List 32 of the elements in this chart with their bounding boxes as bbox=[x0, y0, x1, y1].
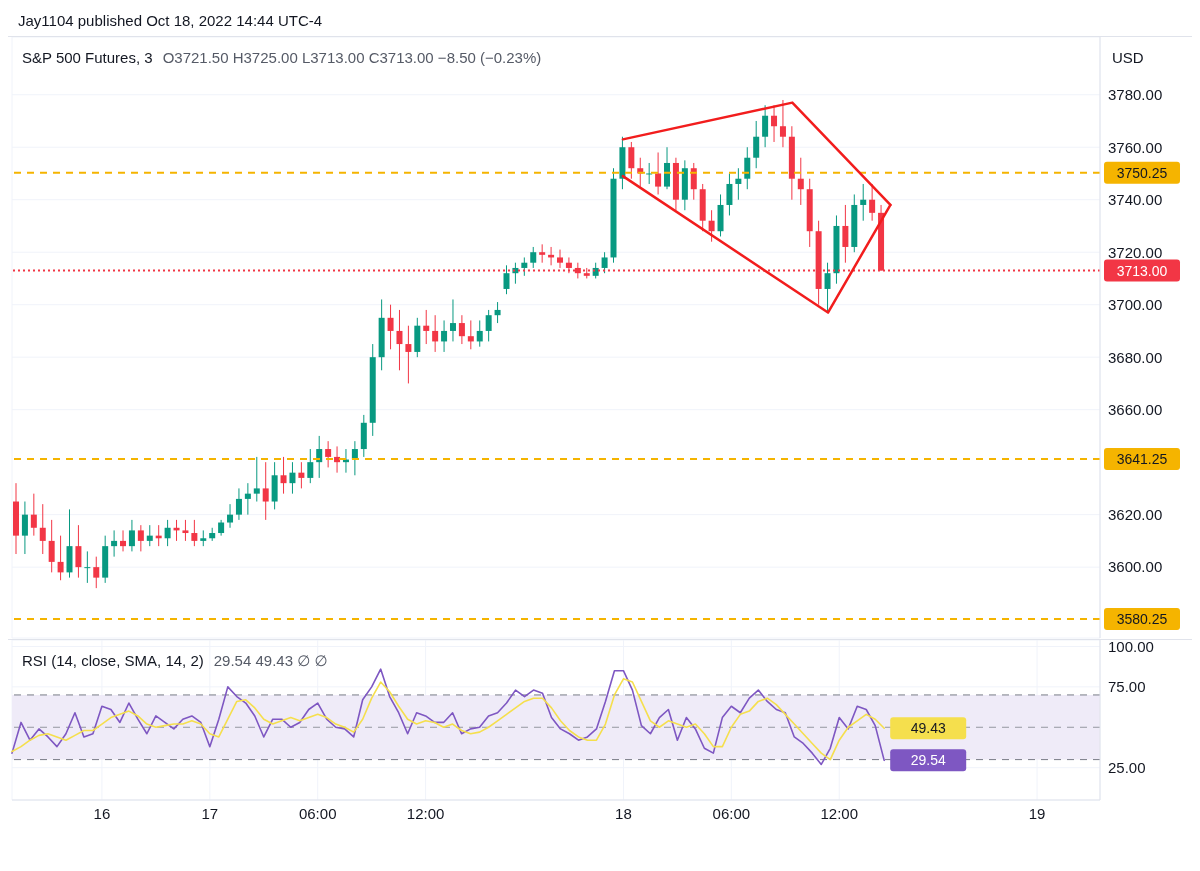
data-label: 49.43 bbox=[910, 720, 946, 737]
x-tick-label: 12:00 bbox=[406, 804, 445, 822]
ref-line-label: 3713.00 bbox=[1116, 262, 1168, 279]
y-tick-label: 100.00 bbox=[1108, 637, 1154, 655]
ref-line-label: 3580.25 bbox=[1116, 610, 1168, 627]
y-tick-label: 75.00 bbox=[1108, 678, 1146, 696]
x-tick-label: 12:00 bbox=[820, 804, 859, 822]
y-tick-label: 3760.00 bbox=[1108, 138, 1163, 156]
y-axis-title: USD bbox=[1112, 49, 1144, 66]
text: RSI (14, close, SMA, 14, 2) bbox=[22, 652, 204, 669]
y-tick-label: 3780.00 bbox=[1108, 86, 1163, 104]
x-tick-label: 06:00 bbox=[712, 804, 751, 822]
x-tick-label: 06:00 bbox=[298, 804, 337, 822]
y-tick-label: 3600.00 bbox=[1108, 558, 1163, 576]
y-tick-label: 3740.00 bbox=[1108, 191, 1163, 209]
y-tick-label: 3620.00 bbox=[1108, 505, 1163, 523]
y-tick-label: 3660.00 bbox=[1108, 401, 1163, 418]
x-tick-label: 16 bbox=[93, 804, 111, 822]
y-tick-label: 3720.00 bbox=[1108, 243, 1163, 261]
x-tick-label: 18 bbox=[615, 804, 632, 822]
ref-line-label: 3641.25 bbox=[1116, 450, 1168, 467]
text: O3721.50 H3725.00 L3713.00 C3713.00 −8.50 (−0.23%) bbox=[162, 49, 542, 66]
y-tick-label: 3680.00 bbox=[1108, 348, 1163, 366]
ref-line-label: 3750.25 bbox=[1116, 164, 1168, 181]
y-tick-label: 25.00 bbox=[1108, 759, 1146, 776]
x-tick-label: 19 bbox=[1028, 804, 1046, 822]
data-label: 29.54 bbox=[910, 752, 946, 769]
text: S&P 500 Futures, 3 bbox=[22, 49, 153, 66]
y-tick-label: 3700.00 bbox=[1108, 296, 1163, 314]
x-tick-label: 17 bbox=[201, 804, 219, 822]
text: Jay1104 published Oct 18, 2022 14:44 UTC-4 bbox=[18, 12, 323, 29]
text: 29.54 49.43 ∅ ∅ bbox=[213, 652, 328, 669]
